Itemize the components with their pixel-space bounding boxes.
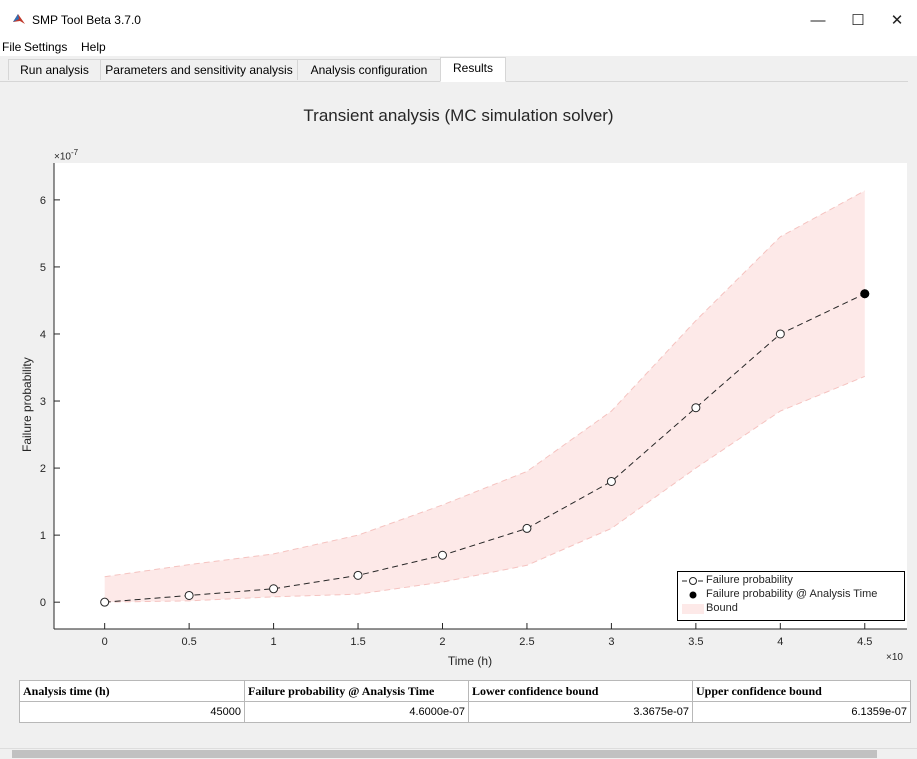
x-tick-label: 3 bbox=[608, 636, 614, 648]
y-tick-label: 0 bbox=[40, 597, 46, 609]
y-tick-label: 3 bbox=[40, 396, 46, 408]
tab-analysis-configuration[interactable]: Analysis configuration bbox=[297, 59, 441, 80]
y-exponent-label: ×10-7 bbox=[54, 148, 79, 163]
x-exponent-label: ×10 bbox=[886, 652, 903, 663]
analysis-time-point bbox=[860, 289, 870, 299]
data-point bbox=[775, 329, 785, 339]
data-point bbox=[184, 590, 194, 600]
x-tick-label: 2.5 bbox=[519, 636, 534, 648]
lower-bound-line bbox=[104, 375, 865, 603]
cell-lower-bound[interactable]: 3.3675e-07 bbox=[468, 701, 693, 723]
results-header-row: Analysis time (h) Failure probability @ … bbox=[19, 680, 911, 702]
close-button[interactable]: ✕ bbox=[890, 12, 904, 29]
horizontal-scroll-thumb[interactable] bbox=[12, 750, 877, 758]
header-analysis-time: Analysis time (h) bbox=[19, 680, 245, 702]
y-tick-label: 4 bbox=[40, 329, 46, 341]
tab-bar: Run analysis Parameters and sensitivity … bbox=[0, 57, 917, 82]
chart-title: Transient analysis (MC simulation solver… bbox=[303, 106, 614, 125]
matlab-app-icon bbox=[13, 14, 25, 24]
bound-band bbox=[104, 190, 865, 603]
header-failure-probability: Failure probability @ Analysis Time bbox=[244, 680, 469, 702]
tab-parameters[interactable]: Parameters and sensitivity analysis bbox=[100, 59, 298, 80]
tab-results[interactable]: Results bbox=[440, 57, 506, 82]
chart-legend: Failure probability Failure probability … bbox=[677, 571, 905, 621]
tab-run-analysis[interactable]: Run analysis bbox=[8, 59, 101, 80]
minimize-button[interactable]: — bbox=[810, 12, 826, 29]
x-tick-label: 0 bbox=[102, 636, 108, 648]
table-row: 45000 4.6000e-07 3.3675e-07 6.1359e-07 bbox=[19, 701, 911, 723]
window-title: SMP Tool Beta 3.7.0 bbox=[32, 13, 141, 27]
menu-file[interactable]: File bbox=[2, 40, 22, 54]
cell-upper-bound[interactable]: 6.1359e-07 bbox=[692, 701, 911, 723]
data-point bbox=[353, 570, 363, 580]
bottom-tab-strip bbox=[8, 736, 917, 748]
vertical-scrollbar[interactable] bbox=[908, 57, 917, 738]
x-tick-label: 3.5 bbox=[688, 636, 703, 648]
x-tick-label: 4.5 bbox=[857, 636, 872, 648]
cell-analysis-time[interactable]: 45000 bbox=[19, 701, 245, 723]
header-lower-bound: Lower confidence bound bbox=[468, 680, 693, 702]
title-bar: SMP Tool Beta 3.7.0 — ☐ ✕ bbox=[0, 0, 917, 38]
legend-band-swatch-icon bbox=[682, 604, 704, 614]
maximize-button[interactable]: ☐ bbox=[851, 12, 865, 29]
data-point bbox=[437, 550, 447, 560]
data-point bbox=[522, 523, 532, 533]
legend-entry-analysis-time: Failure probability @ Analysis Time bbox=[678, 588, 904, 602]
results-table: Analysis time (h) Failure probability @ … bbox=[19, 680, 911, 723]
y-tick-label: 5 bbox=[40, 262, 46, 274]
legend-entry-bound: Bound bbox=[678, 602, 904, 616]
x-tick-label: 1 bbox=[271, 636, 277, 648]
horizontal-scrollbar[interactable] bbox=[0, 748, 917, 759]
x-tick-label: 0.5 bbox=[181, 636, 196, 648]
menu-settings[interactable]: Settings bbox=[24, 40, 68, 54]
legend-dot-icon bbox=[689, 591, 697, 599]
y-tick-label: 2 bbox=[40, 463, 46, 475]
data-point bbox=[606, 476, 616, 486]
y-tick-label: 6 bbox=[40, 195, 46, 207]
x-tick-label: 2 bbox=[439, 636, 445, 648]
cell-failure-probability[interactable]: 4.6000e-07 bbox=[244, 701, 469, 723]
header-upper-bound: Upper confidence bound bbox=[692, 680, 911, 702]
y-axis-label: Failure probability bbox=[20, 357, 34, 452]
menu-bar: File Settings Help bbox=[0, 38, 917, 56]
failure-probability-line bbox=[104, 293, 865, 603]
legend-entry-failure-probability: Failure probability bbox=[678, 574, 904, 588]
data-point bbox=[691, 403, 701, 413]
y-tick-label: 1 bbox=[40, 530, 46, 542]
x-tick-label: 1.5 bbox=[350, 636, 365, 648]
x-tick-label: 4 bbox=[777, 636, 783, 648]
data-point bbox=[100, 597, 110, 607]
x-axis-label: Time (h) bbox=[447, 654, 493, 668]
data-point bbox=[269, 584, 279, 594]
upper-bound-line bbox=[104, 190, 866, 578]
menu-help[interactable]: Help bbox=[81, 40, 106, 54]
legend-line-marker-icon bbox=[682, 577, 704, 585]
